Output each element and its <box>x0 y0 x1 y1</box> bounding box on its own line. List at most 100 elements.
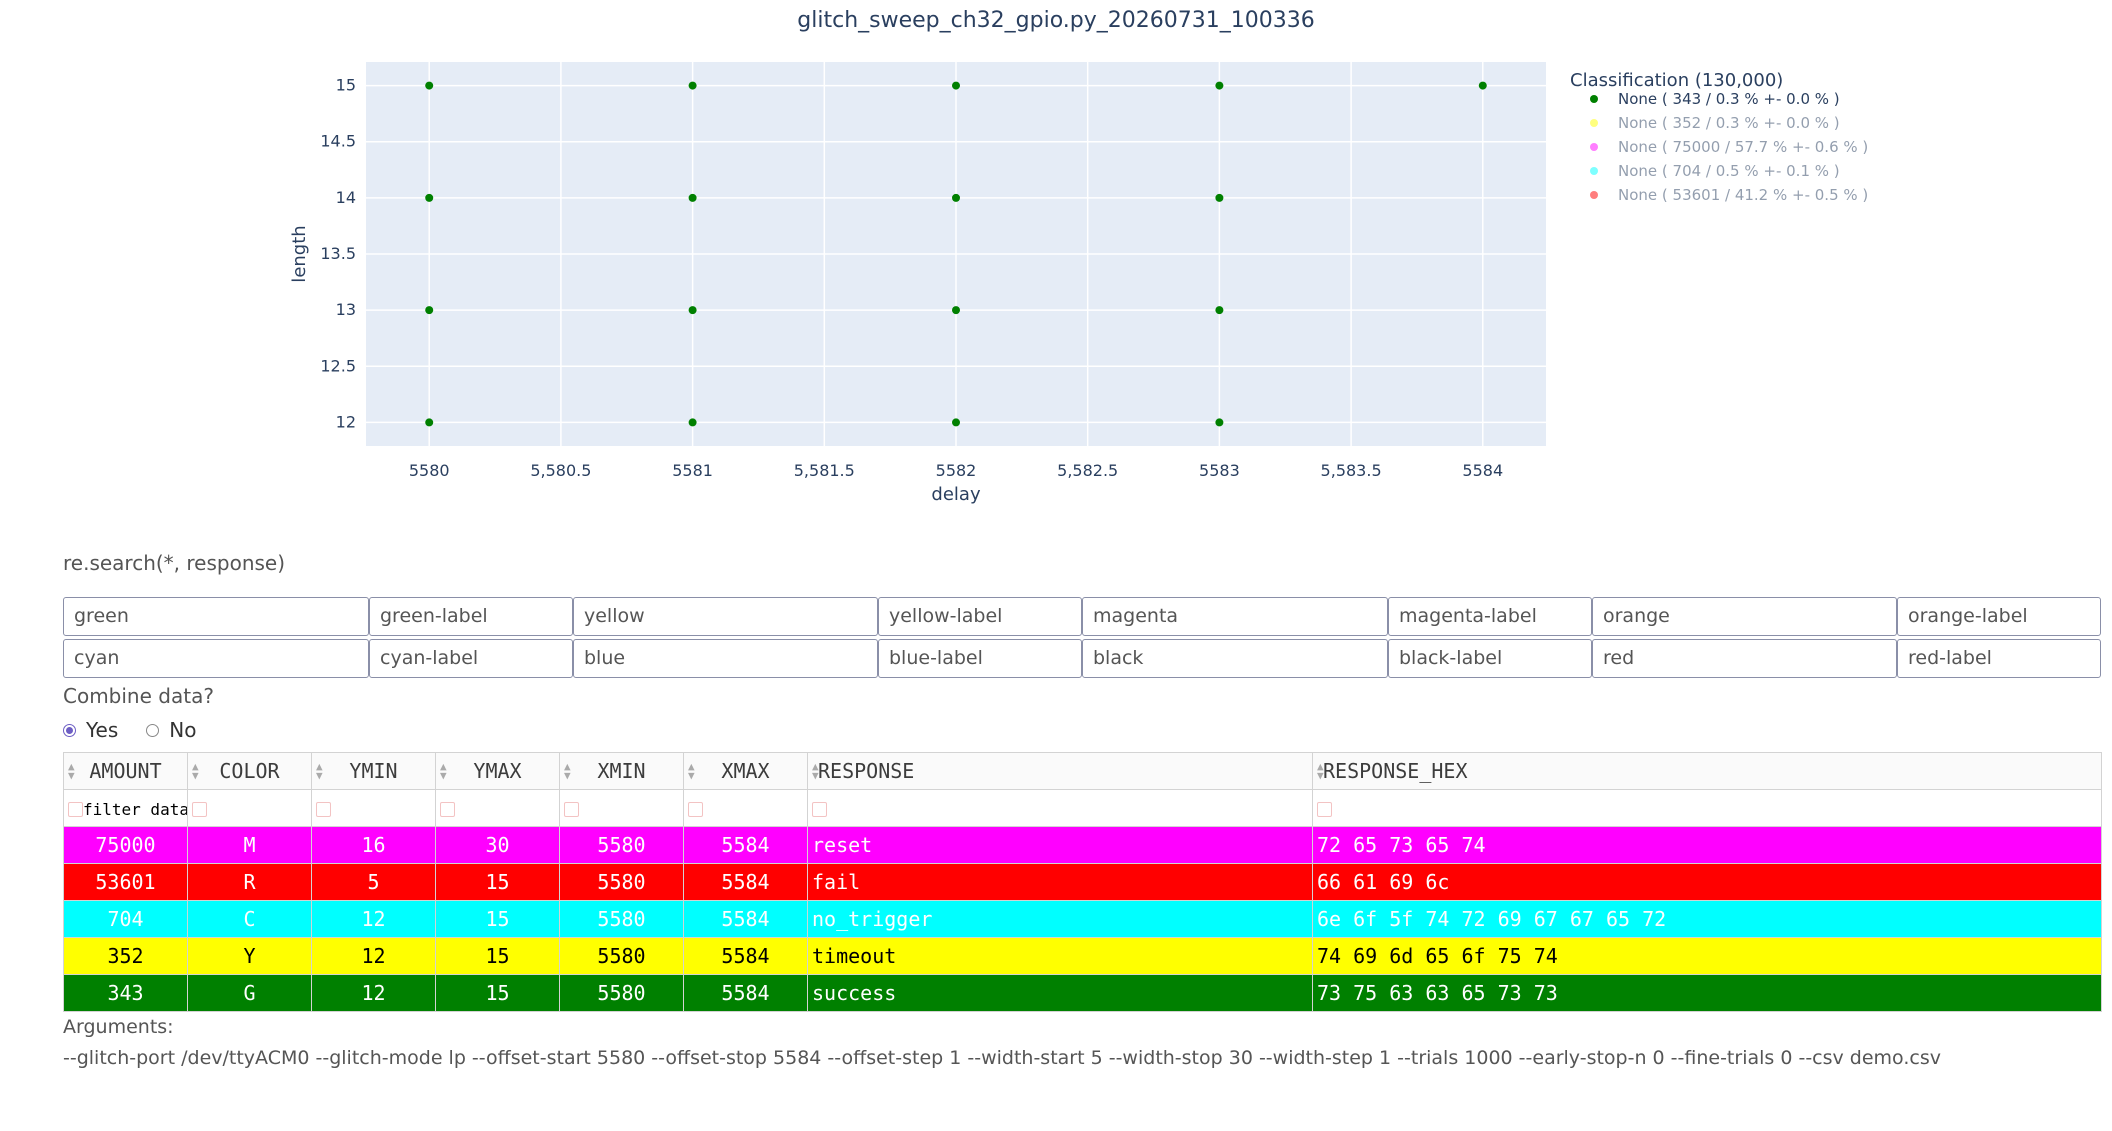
color-input-black-label[interactable]: black-label <box>1388 639 1592 678</box>
legend-label: None ( 75000 / 57.7 % +- 0.6 % ) <box>1618 138 1868 156</box>
sort-icon[interactable]: ▲ ▼ <box>1317 760 1324 782</box>
filter-cell[interactable] <box>187 789 312 827</box>
legend-item[interactable]: None ( 352 / 0.3 % +- 0.0 % ) <box>1590 114 1840 132</box>
filter-cell[interactable] <box>311 789 436 827</box>
table-cell-ymax: 15 <box>435 937 560 975</box>
filter-case-icon[interactable] <box>192 802 207 817</box>
data-point[interactable] <box>952 418 960 427</box>
filter-cell[interactable]: filter data... <box>63 789 188 827</box>
table-row[interactable]: 704 C 12 15 5580 5584 no_trigger 6e 6f 5f 74 72… <box>63 900 2102 938</box>
filter-case-icon[interactable] <box>440 802 455 817</box>
color-input-orange-label[interactable]: orange-label <box>1897 597 2101 636</box>
filter-case-icon[interactable] <box>1317 802 1332 817</box>
table-row[interactable]: 343 G 12 15 5580 5584 success 73 75 63 63 65 73… <box>63 974 2102 1012</box>
color-input-red[interactable]: red <box>1592 639 1897 678</box>
filter-row: filter data... <box>63 789 2102 827</box>
table-row[interactable]: 75000 M 16 30 5580 5584 reset 72 65 73 65 74 <box>63 826 2102 864</box>
legend-label: None ( 343 / 0.3 % +- 0.0 % ) <box>1618 90 1840 108</box>
column-header-label: RESPONSE <box>818 759 915 783</box>
x-tick-label: 5,583.5 <box>1321 461 1382 480</box>
filter-cell[interactable] <box>435 789 560 827</box>
filter-case-icon[interactable] <box>68 802 83 817</box>
color-input-cyan[interactable]: cyan <box>63 639 369 678</box>
radio-checked-icon[interactable] <box>63 723 76 737</box>
data-point[interactable] <box>425 306 434 315</box>
data-point[interactable] <box>1478 81 1487 90</box>
y-tick-label: 13.5 <box>320 244 356 263</box>
table-cell-amount: 343 <box>63 974 188 1012</box>
color-input-yellow-label[interactable]: yellow-label <box>878 597 1082 636</box>
filter-input[interactable]: filter data... <box>83 800 187 819</box>
radio-unchecked-icon[interactable] <box>146 723 160 737</box>
table-cell-response: fail <box>807 863 1313 901</box>
filter-cell[interactable] <box>1312 789 2102 827</box>
column-header-xmin[interactable]: ▲ ▼ XMIN <box>559 752 684 790</box>
color-input-magenta[interactable]: magenta <box>1082 597 1388 636</box>
color-input-blue[interactable]: blue <box>573 639 878 678</box>
color-input-red-label[interactable]: red-label <box>1897 639 2101 678</box>
y-tick-label: 12.5 <box>320 356 356 375</box>
color-input-black[interactable]: black <box>1082 639 1388 678</box>
data-point[interactable] <box>1215 81 1224 90</box>
combine-no-label: No <box>169 718 197 742</box>
color-input-green-label[interactable]: green-label <box>369 597 573 636</box>
table-row[interactable]: 53601 R 5 15 5580 5584 fail 66 61 69 6c <box>63 863 2102 901</box>
data-point[interactable] <box>688 418 697 427</box>
color-input-yellow[interactable]: yellow <box>573 597 878 636</box>
data-point[interactable] <box>688 193 697 202</box>
column-header-response_hex[interactable]: ▲ ▼ RESPONSE_HEX <box>1312 752 2102 790</box>
data-point[interactable] <box>952 306 960 315</box>
legend-item[interactable]: None ( 75000 / 57.7 % +- 0.6 % ) <box>1590 138 1868 156</box>
sort-icon[interactable]: ▲ ▼ <box>812 760 819 782</box>
sort-icon[interactable]: ▲ ▼ <box>564 760 571 782</box>
column-header-response[interactable]: ▲ ▼ RESPONSE <box>807 752 1313 790</box>
scatter-chart[interactable]: 5580 5,580.5 5581 5,581.5 5582 5,582.5 5583 5,5… <box>0 0 2112 520</box>
column-header-amount[interactable]: ▲ ▼ AMOUNT <box>63 752 188 790</box>
data-point[interactable] <box>688 306 697 315</box>
sort-icon[interactable]: ▲ ▼ <box>316 760 323 782</box>
data-point[interactable] <box>952 193 960 202</box>
filter-case-icon[interactable] <box>316 802 331 817</box>
legend-item[interactable]: None ( 704 / 0.5 % +- 0.1 % ) <box>1590 162 1840 180</box>
filter-cell[interactable] <box>807 789 1313 827</box>
column-header-xmax[interactable]: ▲ ▼ XMAX <box>683 752 808 790</box>
combine-no-radio[interactable]: No <box>146 718 197 742</box>
color-input-green[interactable]: green <box>63 597 369 636</box>
data-point[interactable] <box>1215 193 1224 202</box>
color-input-blue-label[interactable]: blue-label <box>878 639 1082 678</box>
filter-case-icon[interactable] <box>812 802 827 817</box>
color-input-magenta-label[interactable]: magenta-label <box>1388 597 1592 636</box>
sort-icon[interactable]: ▲ ▼ <box>688 760 695 782</box>
column-header-ymax[interactable]: ▲ ▼ YMAX <box>435 752 560 790</box>
legend-item[interactable]: None ( 343 / 0.3 % +- 0.0 % ) <box>1590 90 1840 108</box>
data-point[interactable] <box>688 81 697 90</box>
data-point[interactable] <box>1215 306 1224 315</box>
column-header-color[interactable]: ▲ ▼ COLOR <box>187 752 312 790</box>
table-cell-ymin: 12 <box>311 974 436 1012</box>
filter-case-icon[interactable] <box>688 802 703 817</box>
color-input-cyan-label[interactable]: cyan-label <box>369 639 573 678</box>
data-point[interactable] <box>952 81 960 90</box>
filter-cell[interactable] <box>683 789 808 827</box>
legend-item[interactable]: None ( 53601 / 41.2 % +- 0.5 % ) <box>1590 186 1868 204</box>
sort-icon[interactable]: ▲ ▼ <box>68 760 75 782</box>
column-header-label: XMIN <box>597 759 646 783</box>
table-cell-xmin: 5580 <box>559 863 684 901</box>
arguments-text: --glitch-port /dev/ttyACM0 --glitch-mode… <box>63 1047 1941 1069</box>
table-row[interactable]: 352 Y 12 15 5580 5584 timeout 74 69 6d 65 6f 75… <box>63 937 2102 975</box>
data-point[interactable] <box>425 81 434 90</box>
combine-yes-radio[interactable]: Yes <box>63 718 118 742</box>
table-cell-xmax: 5584 <box>683 900 808 938</box>
color-input-orange[interactable]: orange <box>1592 597 1897 636</box>
sort-icon[interactable]: ▲ ▼ <box>192 760 199 782</box>
table-cell-amount: 704 <box>63 900 188 938</box>
table-cell-color: M <box>187 826 312 864</box>
column-header-label: COLOR <box>219 759 280 783</box>
data-point[interactable] <box>1215 418 1224 427</box>
filter-case-icon[interactable] <box>564 802 579 817</box>
data-point[interactable] <box>425 193 434 202</box>
sort-icon[interactable]: ▲ ▼ <box>440 760 447 782</box>
data-point[interactable] <box>425 418 434 427</box>
filter-cell[interactable] <box>559 789 684 827</box>
column-header-ymin[interactable]: ▲ ▼ YMIN <box>311 752 436 790</box>
